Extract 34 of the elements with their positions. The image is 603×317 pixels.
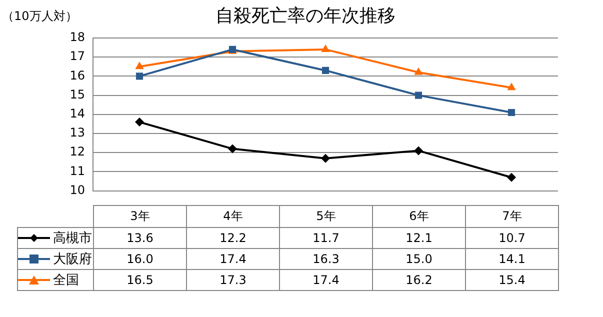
x-tick-label: 3年 [94,206,186,228]
y-tick-label: 11 [70,164,85,178]
data-label: 16.3 [280,248,372,270]
data-label: 12.1 [372,228,466,248]
data-label: 16.2 [372,270,466,290]
y-tick-label: 10 [70,182,85,197]
legend-label: 大阪府 [53,252,92,267]
y-tick-label: 12 [70,144,85,159]
y-tick-label: 17 [70,49,85,64]
data-label: 15.4 [466,270,558,290]
data-label: 14.1 [466,248,558,270]
chart-title: 自殺死亡率の年次推移 [216,5,396,26]
data-label: 16.5 [94,270,186,290]
data-label: 17.4 [186,248,280,270]
data-label: 17.3 [186,270,280,290]
y-tick-label: 13 [70,126,85,140]
data-label: 16.0 [94,248,186,270]
x-tick-label: 7年 [466,206,558,228]
x-tick-label: 5年 [280,206,372,228]
y-tick-label: 14 [70,106,85,121]
y-tick-label: 16 [70,68,85,82]
legend-label: 全国 [53,273,79,288]
data-label: 13.6 [94,228,186,248]
x-tick-label: 4年 [186,206,280,228]
y-axis-title: （10万人対） [2,8,78,25]
data-label: 10.7 [466,228,558,248]
data-label: 15.0 [372,248,466,270]
y-tick-label: 18 [70,30,85,44]
legend-label: 高槻市 [53,231,92,246]
y-tick-label: 15 [70,87,85,102]
data-label: 11.7 [280,228,372,248]
x-tick-label: 6年 [372,206,466,228]
data-label: 17.4 [280,270,372,290]
data-label: 12.2 [186,228,280,248]
